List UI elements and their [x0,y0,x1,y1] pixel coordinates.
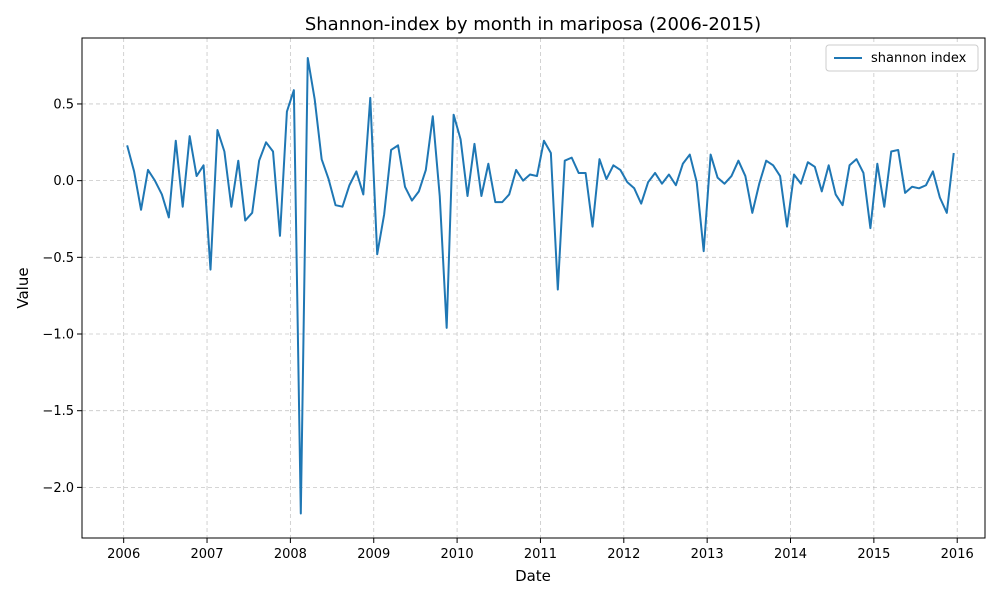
y-axis: 0.5 0.0 −0.5 −1.0 −1.5 −2.0 [42,97,82,496]
y-tick-label: −1.0 [42,328,74,343]
x-tick-label: 2008 [274,547,307,562]
x-tick-label: 2013 [691,547,724,562]
x-tick-label: 2007 [190,547,223,562]
y-tick-label: −2.0 [42,481,74,496]
y-tick-label: 0.0 [53,174,74,189]
series-layer [126,56,955,515]
y-tick-label: −0.5 [42,251,74,266]
x-tick-label: 2011 [524,547,557,562]
legend: shannon index [825,44,979,72]
x-axis: 2006 2007 2008 2009 2010 2011 2012 2013 2014 2015… [107,538,974,562]
series-line-shannon-index [126,56,955,515]
x-tick-label: 2016 [941,547,974,562]
x-tick-label: 2014 [774,547,807,562]
plot-frame [81,37,986,539]
legend-box [825,44,979,72]
y-tick-label: 0.5 [53,97,74,112]
plot-area [82,38,985,538]
legend-label: shannon index [871,51,967,66]
grid-layer [82,38,985,538]
x-tick-label: 2012 [607,547,640,562]
x-tick-label: 2010 [441,547,474,562]
y-axis-label: Value [14,267,32,308]
x-tick-label: 2009 [357,547,390,562]
y-tick-label: −1.5 [42,404,74,419]
x-tick-label: 2006 [107,547,140,562]
chart-title: Shannon-index by month in mariposa (2006… [305,14,761,35]
x-axis-label: Date [515,567,551,585]
x-tick-label: 2015 [857,547,890,562]
